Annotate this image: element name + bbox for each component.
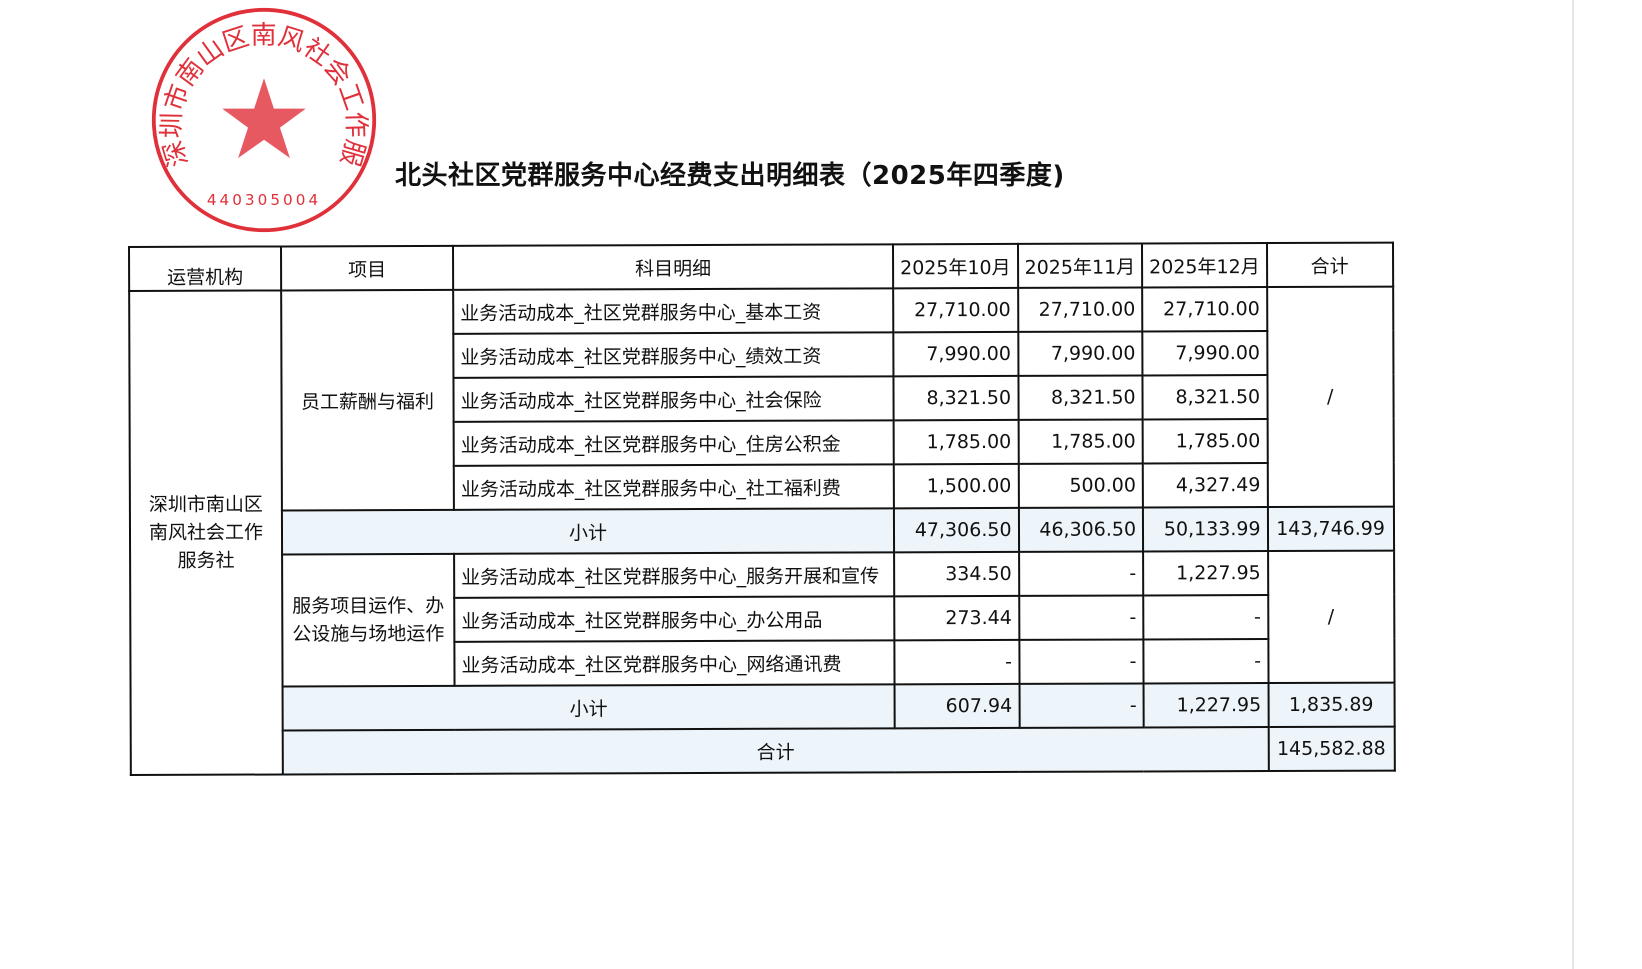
value-m10: - bbox=[894, 639, 1020, 685]
star-icon bbox=[222, 78, 306, 158]
detail-cell: 业务活动成本_社区党群服务中心_住房公积金 bbox=[453, 420, 894, 466]
group-name: 员工薪酬与福利 bbox=[281, 289, 454, 511]
value-m12: 8,321.50 bbox=[1142, 375, 1268, 420]
group-name: 服务项目运作、办公设施与场地运作 bbox=[282, 553, 455, 687]
seal-text: 深圳市南山区南风社会工作服务社 bbox=[150, 6, 371, 170]
value-m10: 27,710.00 bbox=[893, 287, 1018, 333]
value-m11: 27,710.00 bbox=[1017, 287, 1143, 332]
value-m12: 1,227.95 bbox=[1143, 551, 1268, 596]
header-org: 运营机构 bbox=[129, 246, 282, 291]
value-m11: - bbox=[1018, 551, 1144, 596]
subtotal-label: 小计 bbox=[281, 508, 895, 555]
value-m12: 7,990.00 bbox=[1142, 331, 1268, 376]
subtotal-m11: 46,306.50 bbox=[1018, 507, 1144, 552]
header-detail: 科目明细 bbox=[453, 244, 894, 290]
page-title: 北头社区党群服务中心经费支出明细表（2025年四季度) bbox=[395, 161, 1065, 191]
table-row: 深圳市南山区南风社会工作服务社 员工薪酬与福利 业务活动成本_社区党群服务中心_… bbox=[129, 286, 1394, 775]
table-row: 服务项目运作、办公设施与场地运作 业务活动成本_社区党群服务中心_服务开展和宣传… bbox=[130, 550, 1395, 687]
subtotal-row: 小计 607.94 - 1,227.95 1,835.89 bbox=[131, 682, 1395, 731]
detail-cell: 业务活动成本_社区党群服务中心_办公用品 bbox=[454, 596, 895, 642]
group-total-cell: / bbox=[1266, 286, 1394, 508]
header-m10: 2025年10月 bbox=[892, 243, 1018, 289]
subtotal-label: 小计 bbox=[282, 684, 895, 731]
grand-total-value: 145,582.88 bbox=[1268, 726, 1395, 772]
value-m12: 4,327.49 bbox=[1142, 463, 1268, 508]
value-m11: 8,321.50 bbox=[1017, 375, 1143, 420]
header-item: 项目 bbox=[281, 245, 454, 291]
scan-edge bbox=[1572, 0, 1574, 969]
detail-cell: 业务活动成本_社区党群服务中心_服务开展和宣传 bbox=[454, 552, 895, 598]
detail-cell: 业务活动成本_社区党群服务中心_网络通讯费 bbox=[454, 640, 895, 686]
seal-ring bbox=[151, 7, 377, 233]
detail-cell: 业务活动成本_社区党群服务中心_绩效工资 bbox=[453, 332, 894, 378]
value-m10: 273.44 bbox=[894, 595, 1019, 641]
grand-total-row: 合计 145,582.88 bbox=[131, 726, 1395, 775]
expense-table-wrapper: 运营机构 项目 科目明细 2025年10月 2025年11月 2025年12月 … bbox=[128, 242, 1395, 776]
value-m10: 1,785.00 bbox=[893, 419, 1019, 465]
value-m12: 1,785.00 bbox=[1142, 419, 1268, 464]
subtotal-row: 小计 47,306.50 46,306.50 50,133.99 143,746… bbox=[130, 506, 1394, 555]
grand-total-label: 合计 bbox=[282, 727, 1269, 775]
value-m11: 7,990.00 bbox=[1017, 331, 1143, 376]
official-seal: 深圳市南山区南风社会工作服务社 440305004 bbox=[150, 6, 377, 233]
subtotal-m10: 607.94 bbox=[894, 683, 1020, 729]
value-m11: - bbox=[1018, 595, 1144, 640]
subtotal-m10: 47,306.50 bbox=[893, 507, 1019, 553]
header-total: 合计 bbox=[1266, 242, 1393, 288]
detail-cell: 业务活动成本_社区党群服务中心_基本工资 bbox=[453, 288, 894, 334]
seal-number: 440305004 bbox=[207, 191, 321, 209]
value-m10: 334.50 bbox=[894, 551, 1019, 597]
value-m12: 27,710.00 bbox=[1142, 287, 1267, 332]
header-row: 运营机构 项目 科目明细 2025年10月 2025年11月 2025年12月 … bbox=[129, 242, 1393, 291]
value-m12: - bbox=[1143, 639, 1269, 684]
subtotal-m12: 50,133.99 bbox=[1142, 507, 1268, 552]
subtotal-total: 1,835.89 bbox=[1268, 682, 1395, 728]
subtotal-m11: - bbox=[1019, 683, 1144, 728]
value-m11: 1,785.00 bbox=[1018, 419, 1143, 464]
value-m10: 1,500.00 bbox=[893, 463, 1019, 509]
org-name: 深圳市南山区南风社会工作服务社 bbox=[129, 290, 283, 775]
detail-cell: 业务活动成本_社区党群服务中心_社工福利费 bbox=[453, 464, 894, 510]
detail-cell: 业务活动成本_社区党群服务中心_社会保险 bbox=[453, 376, 894, 422]
subtotal-total: 143,746.99 bbox=[1267, 506, 1394, 552]
subtotal-m12: 1,227.95 bbox=[1143, 683, 1269, 728]
value-m11: 500.00 bbox=[1018, 463, 1143, 508]
expense-table: 运营机构 项目 科目明细 2025年10月 2025年11月 2025年12月 … bbox=[128, 242, 1395, 776]
group-total-cell: / bbox=[1267, 550, 1395, 684]
value-m10: 7,990.00 bbox=[893, 331, 1018, 377]
value-m12: - bbox=[1143, 595, 1268, 640]
header-m12: 2025年12月 bbox=[1142, 243, 1267, 288]
value-m11: - bbox=[1018, 639, 1144, 684]
header-m11: 2025年11月 bbox=[1017, 243, 1143, 288]
value-m10: 8,321.50 bbox=[893, 375, 1019, 421]
